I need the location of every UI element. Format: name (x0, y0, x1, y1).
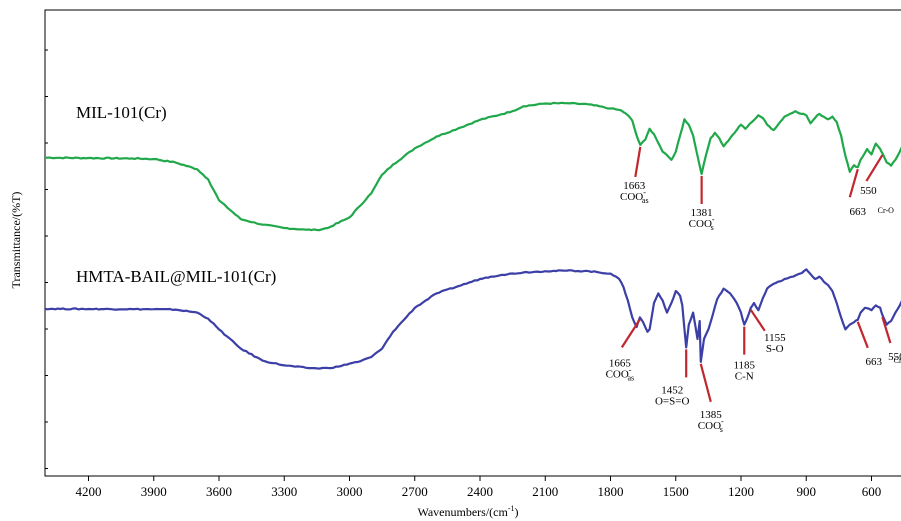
peak-group-sup: - (721, 417, 724, 426)
x-axis-title: Wavenumbers/(cm-1) (417, 504, 518, 519)
peak-label: 663 (850, 206, 867, 218)
peak-group-text: COO (689, 218, 712, 230)
x-tick-label: 1200 (728, 484, 754, 499)
series-line-0 (44, 101, 901, 232)
peak-label: 1381 (691, 207, 713, 219)
peak-group-label: COO-s (698, 417, 724, 434)
x-axis-title-main: Wavenumbers/(cm (417, 505, 508, 519)
x-tick-label: 600 (862, 484, 882, 499)
peak-group-label: COO-s (689, 215, 715, 232)
peak-label: 1665 (609, 357, 632, 369)
peak-group-sub: as (627, 373, 634, 382)
peak-group-sub: as (642, 196, 649, 205)
x-tick-label: 1800 (598, 484, 624, 499)
peak-group-text: C-N (735, 371, 754, 383)
peak-leader-line (865, 154, 884, 182)
peak-label: 1452 (661, 384, 683, 396)
peak-group-text: O=S=O (655, 395, 689, 407)
x-tick-label: 1500 (663, 484, 689, 499)
peak-leader-line (848, 168, 859, 198)
y-axis-title: Transmittance/(%T) (9, 192, 23, 289)
series-layer (44, 101, 901, 370)
x-tick-label: 3000 (337, 484, 363, 499)
peak-label: 1385 (700, 409, 723, 421)
series-label-hmta-bail: HMTA-BAIL@MIL-101(Cr) (76, 267, 276, 286)
peak-label: 1155 (764, 332, 786, 344)
x-tick-label: 4200 (76, 484, 102, 499)
plot-frame (44, 9, 901, 477)
peak-group-text: COO (698, 420, 721, 432)
series-label-mil101: MIL-101(Cr) (76, 103, 167, 122)
peak-group-label: Cr-O (878, 206, 895, 215)
peak-group-sup: - (643, 188, 646, 197)
peak-label: 1663 (623, 180, 646, 192)
peak-group-label: COO-as (620, 188, 649, 205)
peak-leader-line (699, 363, 712, 403)
peak-group-label: O=S=O (655, 395, 689, 407)
peak-label: 1185 (733, 360, 755, 372)
peak-annotation: 663 Cr-O (856, 321, 901, 368)
peak-annotation: 663 Cr-O (848, 168, 895, 218)
peak-group-label: S-O (766, 343, 784, 355)
peak-group-text: S-O (766, 343, 784, 355)
x-tick-label: 3900 (141, 484, 167, 499)
series-line-1 (44, 268, 901, 370)
x-tick-label: 2400 (467, 484, 493, 499)
x-axis-ticks: 4200 3900 3600 3300 3000 2700 2400 2100 1800 1500… (76, 476, 882, 499)
peak-group-text: COO (620, 191, 643, 203)
peak-leader-line (749, 309, 766, 332)
peak-label: 550 (888, 351, 901, 363)
x-axis-title-close: ) (515, 505, 519, 519)
peak-leader-line (620, 318, 641, 348)
peak-group-sub: s (711, 223, 714, 232)
x-tick-label: 3300 (271, 484, 297, 499)
peak-leader-line (856, 321, 869, 349)
peak-annotation: 550 (881, 316, 901, 363)
peak-group-text: Cr-O (894, 356, 901, 365)
peak-group-sup: - (712, 215, 715, 224)
peak-annotation: 550 (860, 154, 884, 197)
peak-group-text: COO (606, 368, 629, 380)
peak-group-sub: s (720, 425, 723, 434)
x-tick-label: 3600 (206, 484, 232, 499)
x-tick-label: 900 (797, 484, 817, 499)
peak-leader-line (634, 146, 642, 178)
peak-group-text: Cr-O (878, 206, 895, 215)
peak-group-sup: - (629, 365, 632, 374)
x-tick-label: 2100 (532, 484, 558, 499)
peak-group-label: C-N (735, 371, 754, 383)
peak-label: 550 (860, 185, 877, 197)
peak-group-label: Cr-O (894, 356, 901, 365)
y-axis-ticks (45, 49, 48, 469)
x-axis-title-sup: -1 (508, 504, 515, 513)
peak-group-label: COO-as (606, 365, 635, 382)
x-tick-label: 2700 (402, 484, 428, 499)
peak-label: 663 (866, 356, 883, 368)
peak-leader-line (881, 316, 892, 344)
